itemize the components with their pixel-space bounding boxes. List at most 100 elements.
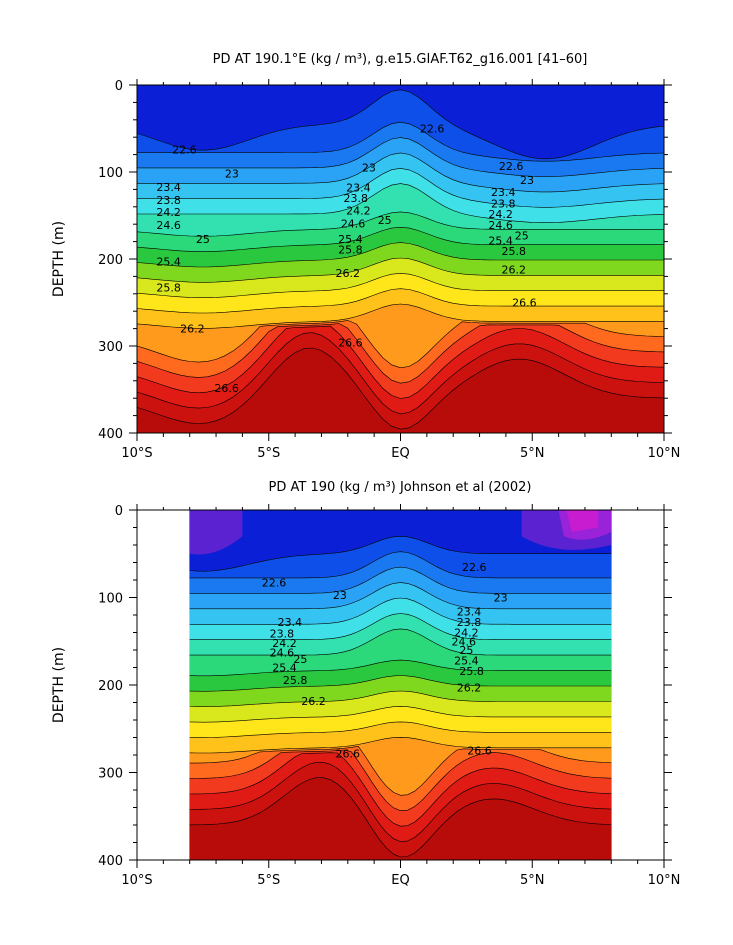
x-tick-label: 5°S xyxy=(257,446,280,461)
contour-label: 26.6 xyxy=(338,337,363,350)
contour-label: 23.8 xyxy=(270,627,295,640)
contour-label: 23.4 xyxy=(491,186,516,199)
contour-label: 23 xyxy=(333,589,347,602)
axis-ticks: 10°S 5°S EQ 5°N 10°N 0 100 200 300 400 xyxy=(98,504,680,888)
contour-line xyxy=(137,137,665,177)
contour-label: 23 xyxy=(362,162,376,175)
contour-label: 26.6 xyxy=(336,747,361,760)
contour-label: 22.6 xyxy=(499,160,524,173)
contour-line xyxy=(136,325,665,399)
contour-label: 22.6 xyxy=(420,123,445,136)
contour-label: 23.8 xyxy=(156,194,181,207)
contour-label: 23.8 xyxy=(491,197,516,210)
contour-label: 25 xyxy=(459,644,473,657)
contour-line xyxy=(189,551,612,579)
contour-label: 26.2 xyxy=(180,323,205,336)
contour-line xyxy=(189,706,612,723)
contour-label: 24.2 xyxy=(156,206,181,219)
contour-fill-bands xyxy=(189,509,612,861)
contour-line xyxy=(136,89,665,160)
contour-line xyxy=(137,121,665,162)
y-axis-title: DEPTH (m) xyxy=(51,221,67,297)
contour-label: 25.8 xyxy=(156,282,181,295)
contour-label: 23.8 xyxy=(343,192,368,205)
x-tick-label: EQ xyxy=(391,446,409,461)
contour-label: 23 xyxy=(494,592,508,605)
contour-line xyxy=(136,211,664,237)
contour-label: 23.4 xyxy=(346,182,371,195)
contour-label: 25 xyxy=(515,230,529,243)
contour-labels: 22.622.623 2323.423.423.823.824.224.224.6… xyxy=(262,561,508,760)
contour-band xyxy=(189,510,243,555)
contour-label: 25 xyxy=(293,653,307,666)
contour-lines xyxy=(136,89,665,430)
contour-label: 26.2 xyxy=(457,682,482,695)
contour-lines xyxy=(189,535,612,858)
contour-label: 22.6 xyxy=(462,561,487,574)
contour-label: 26.2 xyxy=(301,695,326,708)
contour-line xyxy=(136,226,664,252)
contour-line xyxy=(189,613,612,640)
panel-model: PD AT 190.1°E (kg / m³), g.e15.GIAF.T62_… xyxy=(51,52,680,461)
x-tick-label: 5°N xyxy=(520,446,545,461)
contour-label: 23 xyxy=(225,168,239,181)
contour-label: 25 xyxy=(196,233,210,246)
contour-label: 24.2 xyxy=(454,627,479,640)
contour-line xyxy=(189,690,612,707)
contour-line xyxy=(136,320,665,369)
contour-line xyxy=(189,566,612,594)
contour-label: 25.8 xyxy=(338,243,363,256)
y-tick-label: 0 xyxy=(115,79,123,94)
contour-line xyxy=(136,323,665,384)
contour-line xyxy=(136,347,665,430)
contour-line xyxy=(189,752,612,827)
contour-label: 23.4 xyxy=(156,181,181,194)
panel-title: PD AT 190 (kg / m³) Johnson et al (2002) xyxy=(269,480,532,495)
contour-label: 26.6 xyxy=(512,297,537,310)
contour-line xyxy=(136,288,664,314)
contour-label: 25 xyxy=(378,214,392,227)
contour-line xyxy=(189,628,612,656)
contour-label: 26.6 xyxy=(467,745,492,758)
x-tick-label: EQ xyxy=(391,873,409,888)
contour-line xyxy=(189,762,612,842)
contour-line xyxy=(189,582,612,610)
contour-line xyxy=(136,303,664,329)
contour-label: 24.2 xyxy=(488,208,513,221)
contour-label: 25.4 xyxy=(156,256,181,269)
contour-line xyxy=(189,749,612,812)
contour-label: 24.6 xyxy=(270,647,295,660)
contour-label: 25.4 xyxy=(338,233,363,246)
x-tick-label: 5°N xyxy=(520,873,545,888)
contour-label: 25.4 xyxy=(272,662,297,675)
y-tick-label: 200 xyxy=(98,679,123,694)
y-tick-label: 100 xyxy=(98,166,123,181)
contour-label: 25.4 xyxy=(488,235,513,248)
x-tick-label: 10°S xyxy=(121,446,152,461)
contour-band xyxy=(566,510,599,532)
contour-label: 24.2 xyxy=(346,204,371,217)
x-tick-label: 10°S xyxy=(121,873,152,888)
contour-label: 24.6 xyxy=(451,635,476,648)
contour-line xyxy=(136,257,664,283)
y-tick-label: 200 xyxy=(98,253,123,268)
y-tick-label: 300 xyxy=(98,340,123,355)
contour-label: 25.4 xyxy=(454,655,479,668)
y-tick-label: 400 xyxy=(98,427,123,442)
contour-label: 25.8 xyxy=(459,665,484,678)
contour-line xyxy=(136,272,664,298)
contour-label: 24.6 xyxy=(341,217,366,230)
contour-line xyxy=(137,183,665,223)
contour-line xyxy=(189,721,612,738)
contour-line xyxy=(189,535,612,572)
contour-label: 24.2 xyxy=(272,637,297,650)
axis-ticks: 10°S 5°S EQ 5°N 10°N 0 100 200 300 400 xyxy=(98,79,680,461)
contour-line xyxy=(189,745,612,796)
y-tick-label: 100 xyxy=(98,592,123,607)
contour-label: 23 xyxy=(520,174,534,187)
contour-label: 23.8 xyxy=(457,616,482,629)
panel-title: PD AT 190.1°E (kg / m³), g.e15.GIAF.T62_… xyxy=(213,52,588,67)
contour-line xyxy=(189,777,612,858)
contour-line xyxy=(189,736,612,754)
contour-label: 25.8 xyxy=(502,245,527,258)
